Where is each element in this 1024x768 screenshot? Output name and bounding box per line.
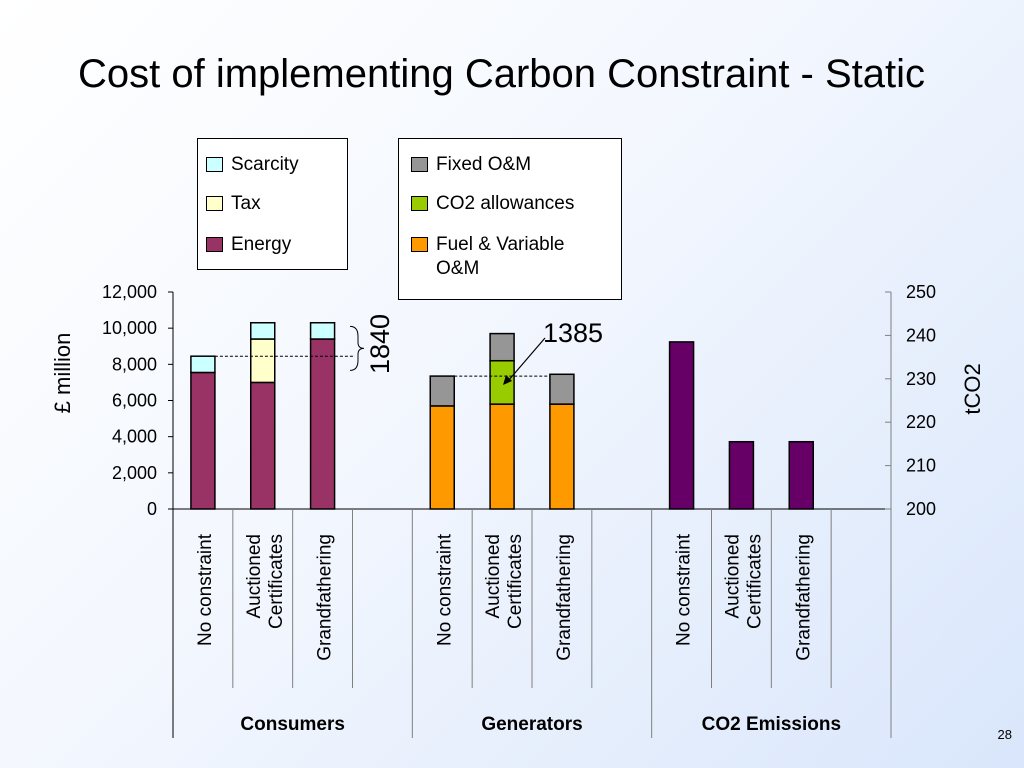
annotation-1385: 1385 bbox=[543, 318, 603, 348]
group-label: Consumers bbox=[240, 714, 345, 735]
left-axis-title: £ million bbox=[50, 333, 75, 414]
legend-swatch-fuel-variable-om bbox=[411, 237, 428, 252]
annotation-1840: 1840 bbox=[365, 314, 395, 374]
slide-title: Cost of implementing Carbon Constraint -… bbox=[78, 52, 926, 96]
bar-generators-1-fixed-o-m bbox=[429, 375, 455, 407]
legend-swatch-energy bbox=[206, 237, 223, 252]
category-label: Certificates bbox=[744, 534, 765, 629]
left-tick-label: 12,000 bbox=[102, 282, 157, 302]
bar-generators-2-co2-allowances bbox=[489, 359, 515, 405]
category-label: No constraint bbox=[674, 533, 695, 646]
right-tick-label: 200 bbox=[906, 499, 936, 519]
legend-swatch-tax bbox=[206, 196, 223, 211]
bar-generators-3-fuel-variable-o-m bbox=[549, 403, 575, 510]
bar-co2-emissions-1-tco2 bbox=[668, 341, 695, 510]
bar-co2-emissions-2-tco2 bbox=[728, 440, 755, 510]
bar-generators-3-fixed-o-m bbox=[549, 373, 575, 405]
legend-item-co2-allowances: CO2 allowances bbox=[411, 192, 574, 216]
right-tick-label: 250 bbox=[906, 282, 936, 302]
bar-consumers-2-tax bbox=[250, 338, 276, 384]
left-tick-label: 10,000 bbox=[102, 318, 157, 338]
category-label: No constraint bbox=[195, 533, 216, 646]
legend-item-energy: Energy bbox=[206, 233, 291, 257]
category-label: Auctioned bbox=[722, 534, 743, 619]
bar-generators-2-fixed-o-m bbox=[489, 332, 515, 362]
right-axis-title: tCO2 bbox=[960, 363, 985, 414]
bar-generators-1-fuel-variable-o-m bbox=[429, 405, 455, 510]
category-label: Grandfathering bbox=[793, 534, 814, 661]
category-label: Certificates bbox=[266, 534, 287, 629]
category-label: No constraint bbox=[434, 533, 455, 646]
bar-consumers-2-scarcity bbox=[250, 321, 276, 340]
right-tick-label: 230 bbox=[906, 369, 936, 389]
legend-swatch-scarcity bbox=[206, 157, 223, 172]
annotation-arrow-line bbox=[507, 337, 546, 382]
legend-label-tax: Tax bbox=[231, 193, 261, 214]
legend-costs-generator: Fixed O&M CO2 allowances Fuel & Variable… bbox=[398, 138, 622, 300]
bar-consumers-3-energy bbox=[309, 338, 336, 510]
legend-item-tax: Tax bbox=[206, 192, 261, 216]
left-tick-label: 0 bbox=[147, 499, 157, 519]
group-label: Generators bbox=[481, 714, 582, 735]
legend-swatch-co2-allowances bbox=[411, 196, 428, 211]
annotation-arrow-head bbox=[503, 375, 512, 385]
bar-generators-2-fuel-variable-o-m bbox=[489, 403, 515, 510]
group-label: CO2 Emissions bbox=[702, 714, 841, 735]
legend-label-fixed-om: Fixed O&M bbox=[436, 154, 532, 175]
left-tick-label: 8,000 bbox=[112, 354, 157, 374]
legend-swatch-fixed-om bbox=[411, 157, 428, 172]
category-label: Grandfathering bbox=[315, 534, 336, 661]
bar-consumers-3-scarcity bbox=[309, 321, 336, 340]
left-tick-label: 4,000 bbox=[112, 427, 157, 447]
left-tick-label: 6,000 bbox=[112, 391, 157, 411]
bar-co2-emissions-3-tco2 bbox=[788, 440, 814, 510]
legend-costs-consumer: Scarcity Tax Energy bbox=[197, 138, 348, 270]
bar-consumers-1-scarcity bbox=[190, 355, 216, 374]
left-tick-label: 2,000 bbox=[112, 463, 157, 483]
bar-consumers-1-energy bbox=[190, 371, 216, 510]
right-tick-label: 220 bbox=[906, 412, 936, 432]
category-label: Grandfathering bbox=[554, 534, 575, 661]
legend-item-fixed-om: Fixed O&M bbox=[411, 153, 531, 177]
legend-label-scarcity: Scarcity bbox=[231, 154, 299, 175]
bar-consumers-2-energy bbox=[250, 381, 276, 510]
legend-label-energy: Energy bbox=[231, 234, 292, 255]
slide-number: 28 bbox=[997, 727, 1012, 742]
category-label: Auctioned bbox=[483, 534, 504, 619]
legend-item-fuel-variable-om: Fuel & Variable O&M bbox=[411, 233, 611, 281]
right-tick-label: 240 bbox=[906, 325, 936, 345]
right-tick-label: 210 bbox=[906, 456, 936, 476]
category-label: Auctioned bbox=[244, 534, 265, 619]
legend-item-scarcity: Scarcity bbox=[206, 153, 299, 177]
category-label: Certificates bbox=[505, 534, 526, 629]
legend-label-fuel-variable-om: Fuel & Variable O&M bbox=[436, 234, 565, 279]
annotation-brace bbox=[349, 325, 365, 371]
legend-label-co2-allowances: CO2 allowances bbox=[436, 193, 575, 214]
